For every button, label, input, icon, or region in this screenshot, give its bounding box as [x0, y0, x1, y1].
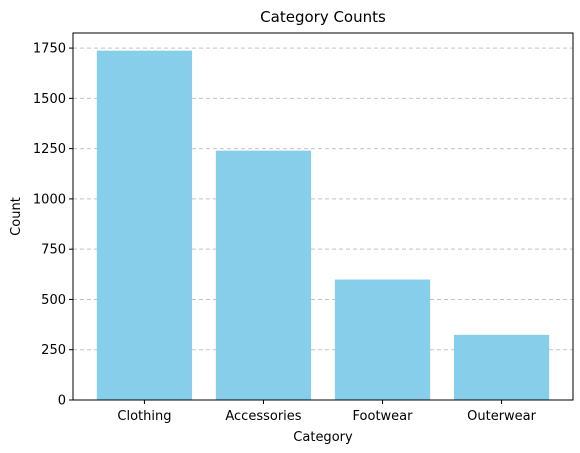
x-axis-label: Category	[293, 430, 353, 445]
x-tick-label-footwear: Footwear	[353, 409, 414, 424]
x-tick-labels: Clothing Accessories Footwear Outerwear	[117, 409, 536, 424]
x-tick-label-accessories: Accessories	[225, 409, 301, 424]
bar-outerwear	[453, 334, 550, 400]
axes	[69, 32, 574, 404]
y-tick-label-1500: 1500	[33, 92, 66, 107]
y-tick-label-1000: 1000	[33, 192, 66, 207]
y-axis-label: Count	[9, 197, 24, 236]
x-tick-label-clothing: Clothing	[117, 409, 171, 424]
y-tick-label-500: 500	[41, 293, 66, 308]
chart-title: Category Counts	[260, 8, 386, 26]
y-tick-label-250: 250	[41, 343, 66, 358]
bars	[96, 50, 550, 400]
bar-footwear	[334, 279, 431, 400]
y-tick-label-750: 750	[41, 243, 66, 258]
y-tick-label-0: 0	[58, 394, 66, 409]
y-tick-label-1250: 1250	[33, 142, 66, 157]
y-tick-labels: 0 250 500 750 1000 1250 1500 1750	[33, 42, 66, 409]
x-tick-label-outerwear: Outerwear	[467, 409, 537, 424]
bar-clothing	[96, 50, 193, 400]
bar-accessories	[215, 150, 312, 400]
y-tick-label-1750: 1750	[33, 42, 66, 57]
plot-frame	[72, 32, 574, 401]
